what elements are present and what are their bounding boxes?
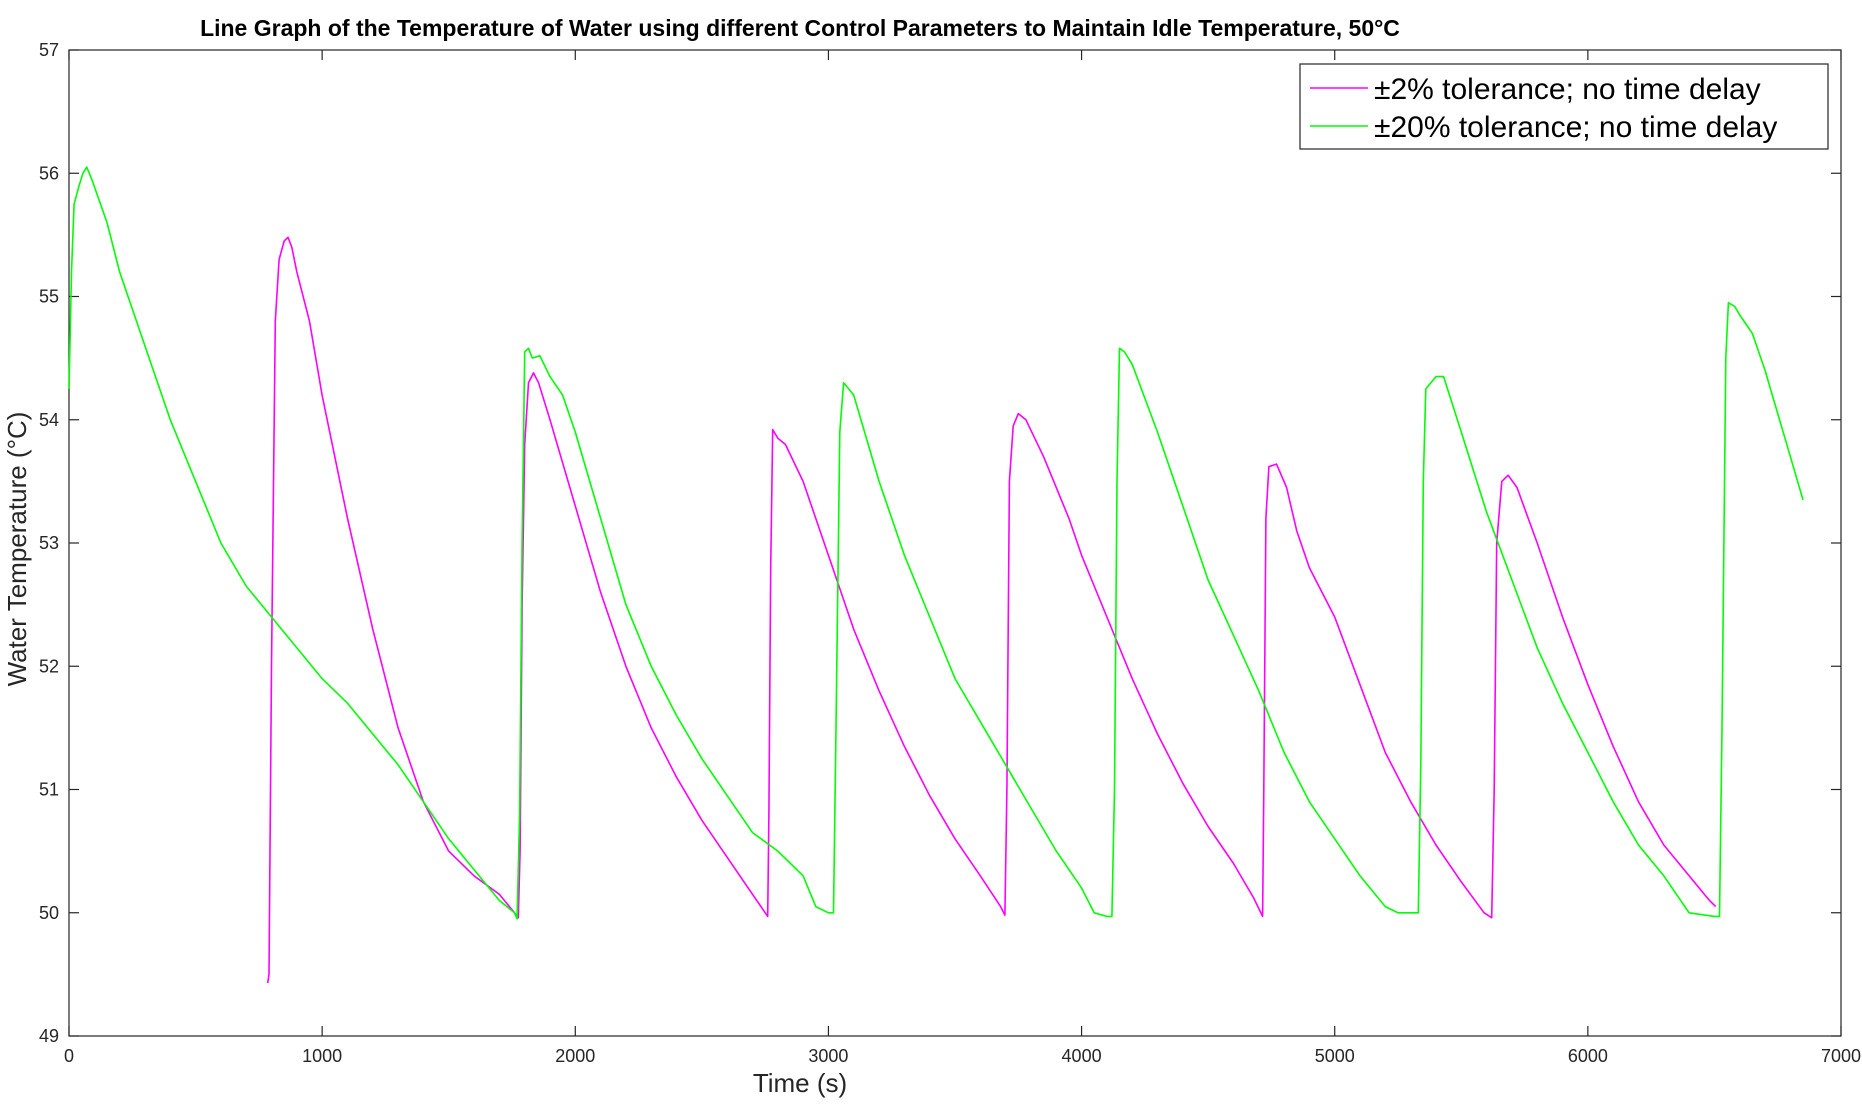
x-axis-label: Time (s) [753, 1068, 847, 1098]
y-tick-label: 53 [39, 533, 59, 553]
y-tick-label: 54 [39, 410, 59, 430]
x-tick-label: 0 [64, 1046, 74, 1066]
x-tick-label: 5000 [1315, 1046, 1355, 1066]
chart-title: Line Graph of the Temperature of Water u… [200, 15, 1400, 41]
x-tick-label: 7000 [1821, 1046, 1861, 1066]
legend-box [1299, 63, 1829, 150]
y-tick-label: 57 [39, 40, 59, 60]
legend: ±2% tolerance; no time delay ±20% toleran… [1299, 63, 1829, 150]
x-tick-label: 1000 [302, 1046, 342, 1066]
y-tick-label: 49 [39, 1026, 59, 1046]
plot-frame [68, 49, 1842, 1037]
x-tick-label: 2000 [555, 1046, 595, 1066]
x-tick-label: 4000 [1062, 1046, 1102, 1066]
y-tick-label: 52 [39, 656, 59, 676]
y-axis-label: Water Temperature (°C) [2, 412, 32, 687]
series-lines [68, 166, 1804, 984]
y-tick-label: 55 [39, 287, 59, 307]
x-tick-label: 3000 [808, 1046, 848, 1066]
y-tick-label: 50 [39, 903, 59, 923]
legend-label-2: ±20% tolerance; no time delay [1374, 111, 1777, 144]
legend-label-1: ±2% tolerance; no time delay [1374, 73, 1761, 106]
series-line-1 [266, 236, 1717, 984]
y-tick-label: 56 [39, 163, 59, 183]
y-tick-label: 51 [39, 780, 59, 800]
x-tick-label: 6000 [1568, 1046, 1608, 1066]
series-line-2 [68, 166, 1804, 920]
axes: 0 1000 2000 3000 4000 5000 6000 7000 49 50 51 52 53 5… [39, 40, 1861, 1066]
